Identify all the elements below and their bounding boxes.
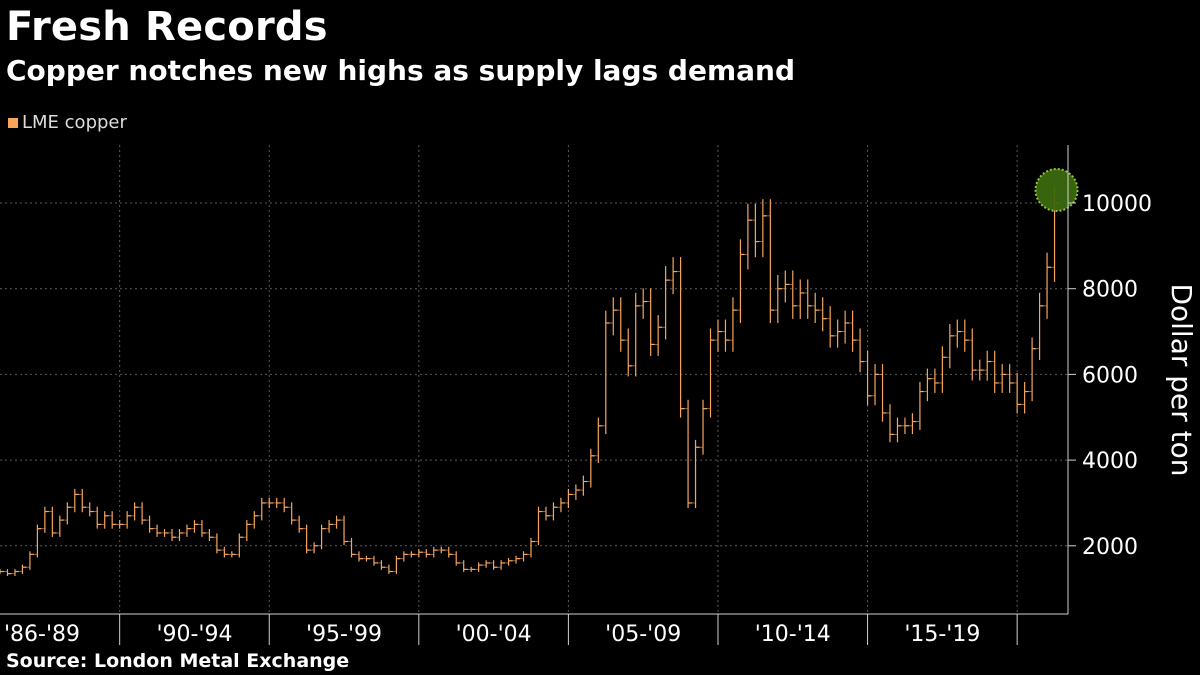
series-layer <box>0 185 1059 576</box>
y-tick-label: 10000 <box>1082 192 1152 217</box>
source-note: Source: London Metal Exchange <box>6 650 350 672</box>
y-tick-label: 2000 <box>1082 535 1138 560</box>
legend-label: LME copper <box>22 112 127 133</box>
y-tick-label: 4000 <box>1082 449 1138 474</box>
x-tick-label: '15-'19 <box>904 622 980 647</box>
y-axis-title: Dollar per ton <box>1165 283 1198 476</box>
record-highlight-circle <box>1034 168 1079 213</box>
x-tick-label: '05-'09 <box>605 622 681 647</box>
axis-layer: 2000 4000 6000 8000 10000 '86-'89 '90-'94 '95-'… <box>0 145 1198 647</box>
x-tick-label: '86-'89 <box>4 622 80 647</box>
y-tick-label: 6000 <box>1082 363 1138 388</box>
highlight-layer <box>1034 168 1079 213</box>
y-tick-label: 8000 <box>1082 278 1138 303</box>
x-tick-label: '10-'14 <box>755 622 831 647</box>
x-tick-label: '95-'99 <box>306 622 382 647</box>
grid-layer <box>0 145 1068 614</box>
legend: LME copper <box>8 112 127 133</box>
legend-swatch <box>8 117 18 128</box>
x-tick-label: '00-'04 <box>456 622 532 647</box>
x-tick-label: '90-'94 <box>156 622 232 647</box>
chart-title: Fresh Records <box>6 4 328 50</box>
chart-subtitle: Copper notches new highs as supply lags … <box>6 54 795 87</box>
